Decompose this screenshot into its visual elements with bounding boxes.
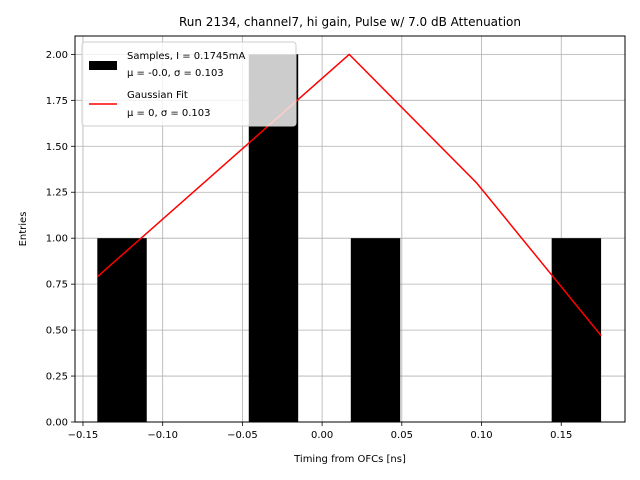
y-axis-ticks: 0.00 0.25 0.50 0.75 1.00 1.25 1.50 1.75 2.00 bbox=[46, 50, 75, 429]
plot-frame bbox=[74, 35, 626, 423]
x-tick-label: −0.15 bbox=[68, 430, 99, 441]
grid-lines bbox=[75, 36, 625, 423]
fit-line bbox=[96, 53, 602, 337]
histogram-bar bbox=[97, 238, 147, 422]
y-tick-label: 1.50 bbox=[46, 142, 68, 153]
histogram-bar bbox=[551, 238, 602, 422]
y-tick-label: 1.00 bbox=[46, 234, 68, 245]
x-tick-label: −0.05 bbox=[227, 430, 258, 441]
legend-box bbox=[81, 41, 297, 127]
legend-fit-stats: μ = 0, σ = 0.103 bbox=[127, 108, 211, 119]
x-tick-label: 0.05 bbox=[391, 430, 413, 441]
y-tick-label: 0.25 bbox=[46, 372, 68, 383]
legend-samples-label: Samples, I = 0.1745mA bbox=[127, 51, 245, 62]
y-tick-label: 0.00 bbox=[46, 418, 68, 429]
gaussian-fit-line bbox=[96, 53, 602, 337]
legend-samples-swatch bbox=[89, 61, 117, 70]
legend-samples-stats: μ = -0.0, σ = 0.103 bbox=[127, 68, 224, 79]
legend: Samples, I = 0.1745mA μ = -0.0, σ = 0.10… bbox=[81, 41, 297, 127]
x-axis-ticks: −0.15 −0.10 −0.05 0.00 0.05 0.10 0.15 bbox=[68, 422, 572, 441]
chart-title: Run 2134, channel7, hi gain, Pulse w/ 7.… bbox=[179, 15, 521, 29]
y-tick-label: 1.25 bbox=[46, 188, 68, 199]
x-tick-label: 0.15 bbox=[550, 430, 572, 441]
y-tick-label: 0.75 bbox=[46, 280, 68, 291]
legend-fit-label: Gaussian Fit bbox=[127, 90, 188, 101]
x-tick-label: 0.10 bbox=[470, 430, 492, 441]
y-tick-label: 0.50 bbox=[46, 326, 68, 337]
x-tick-label: −0.10 bbox=[147, 430, 178, 441]
y-axis-label: Entries bbox=[18, 212, 29, 247]
x-axis-label: Timing from OFCs [ns] bbox=[293, 454, 406, 465]
y-tick-label: 1.75 bbox=[46, 96, 68, 107]
x-tick-label: 0.00 bbox=[311, 430, 333, 441]
histogram-bar bbox=[350, 238, 401, 422]
y-tick-label: 2.00 bbox=[46, 50, 68, 61]
